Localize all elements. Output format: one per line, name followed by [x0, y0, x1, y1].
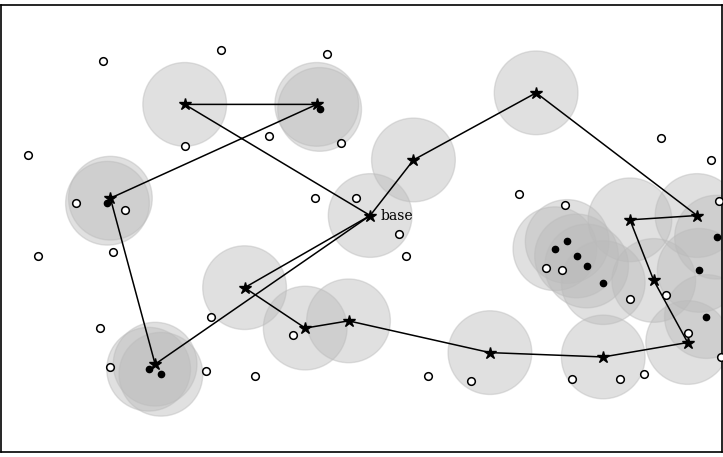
Circle shape — [561, 315, 645, 399]
Circle shape — [526, 200, 609, 283]
Circle shape — [448, 311, 532, 394]
Circle shape — [114, 322, 197, 406]
Circle shape — [107, 327, 190, 411]
Circle shape — [328, 174, 412, 257]
Circle shape — [495, 51, 578, 135]
Circle shape — [675, 195, 723, 279]
Circle shape — [263, 286, 347, 370]
Circle shape — [612, 239, 696, 322]
Circle shape — [657, 228, 723, 312]
Circle shape — [307, 279, 390, 363]
Text: base: base — [381, 208, 414, 223]
Circle shape — [655, 174, 723, 257]
Circle shape — [275, 63, 359, 146]
Circle shape — [588, 178, 672, 262]
Circle shape — [143, 63, 226, 146]
Circle shape — [202, 246, 286, 329]
Circle shape — [664, 275, 723, 358]
Circle shape — [69, 156, 153, 240]
Circle shape — [561, 241, 645, 324]
Circle shape — [513, 207, 596, 291]
Circle shape — [646, 301, 723, 384]
Circle shape — [535, 214, 618, 298]
Circle shape — [545, 224, 628, 308]
Circle shape — [119, 332, 202, 416]
Circle shape — [372, 118, 455, 202]
Circle shape — [278, 68, 362, 151]
Circle shape — [66, 161, 150, 245]
